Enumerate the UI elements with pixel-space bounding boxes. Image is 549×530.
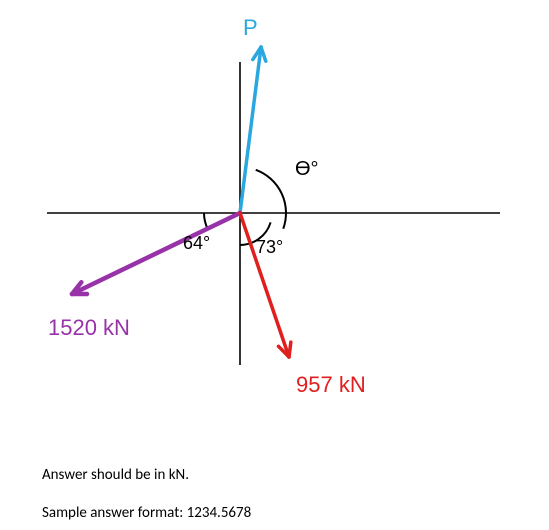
answer-format-note: Sample answer format: 1234.5678: [42, 504, 251, 522]
label-theta: ϴ°: [295, 158, 319, 181]
label-vector-957: 957 kN: [296, 372, 366, 398]
answer-units-note: Answer should be in kN.: [42, 466, 189, 484]
label-vector-1520: 1520 kN: [48, 315, 130, 341]
label-73deg: 73°: [256, 237, 283, 258]
label-vector-P: P: [243, 15, 258, 41]
force-diagram: [0, 0, 549, 530]
label-64deg: 64°: [183, 233, 210, 254]
